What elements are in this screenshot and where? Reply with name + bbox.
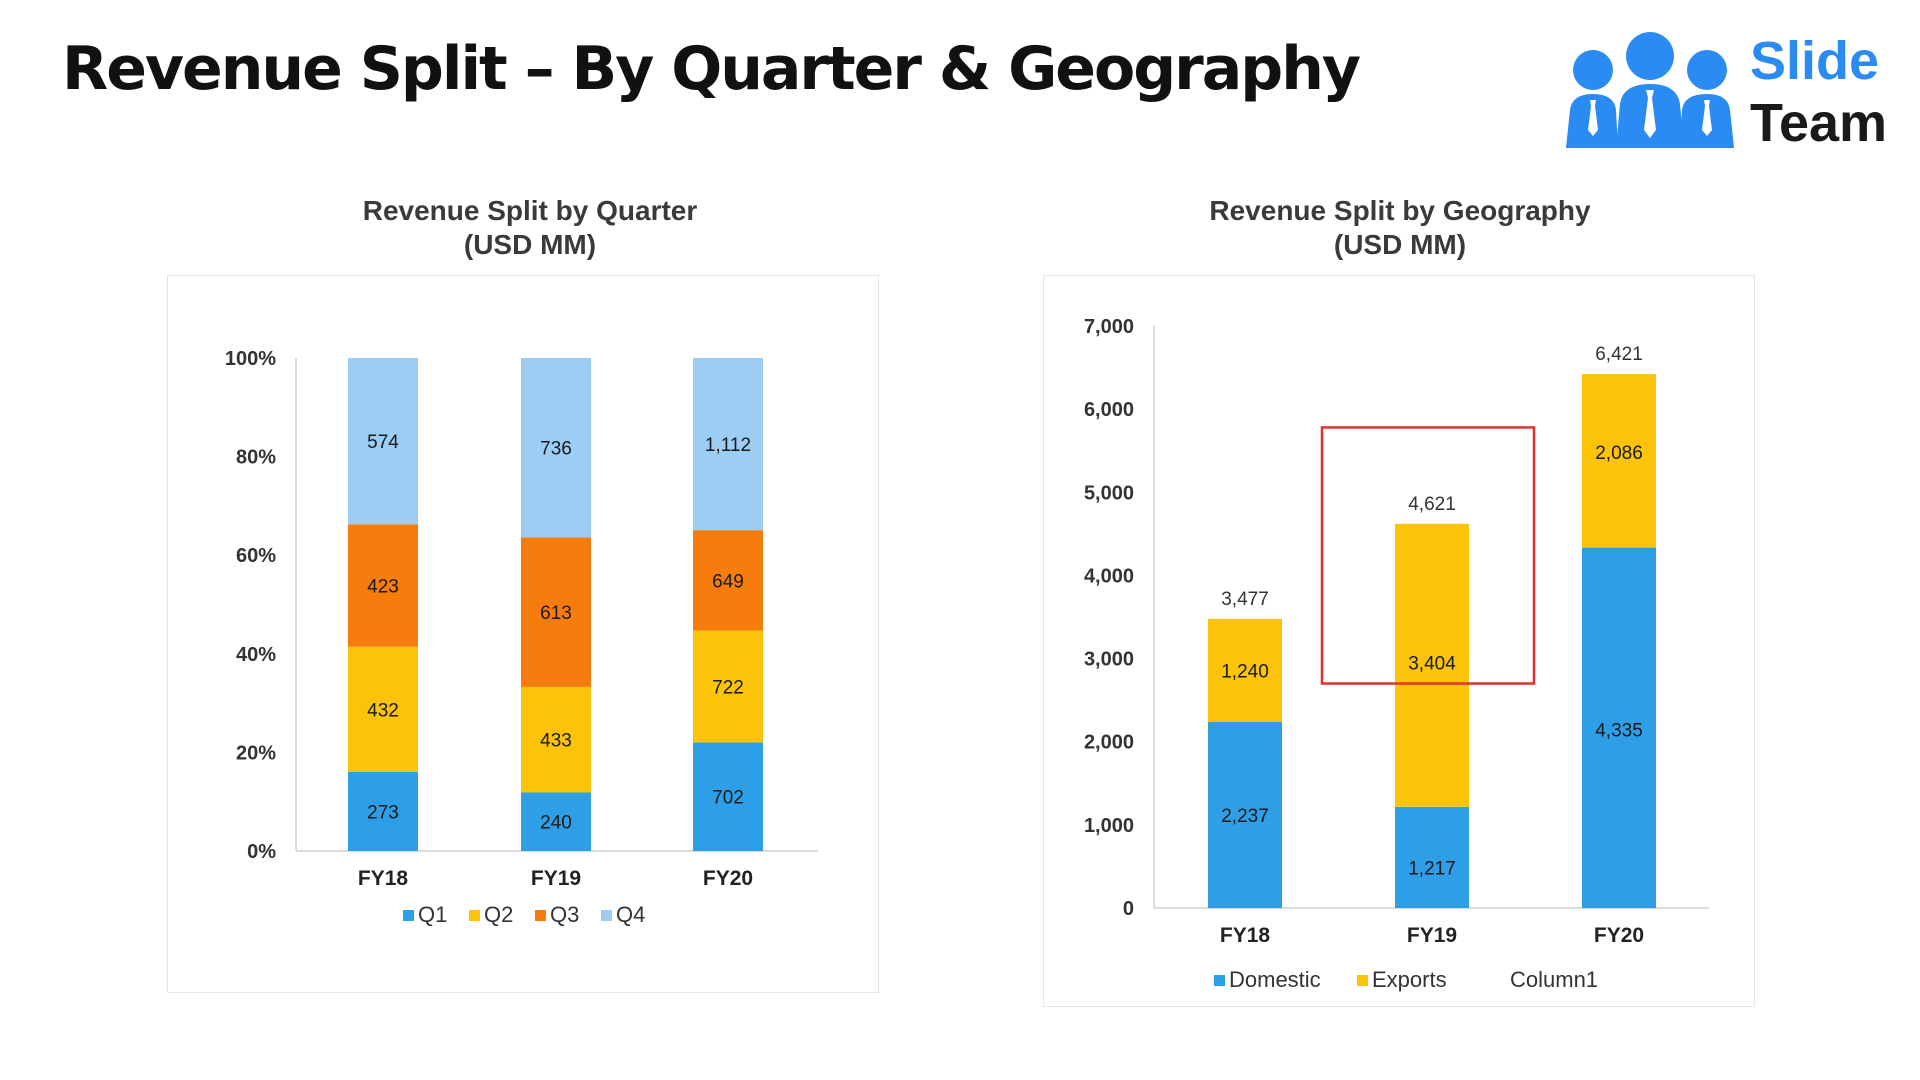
geography-legend-swatch-exports xyxy=(1357,975,1368,986)
quarter-data-label: 649 xyxy=(712,571,744,592)
quarter-legend-label: Q1 xyxy=(418,902,447,927)
quarter-data-label: 736 xyxy=(540,439,572,460)
geography-data-label: 2,086 xyxy=(1595,443,1643,464)
geography-x-tick-label: FY20 xyxy=(1594,924,1644,947)
quarter-chart-panel: 0% 20% 40% 60% 80% 100% 273 432 423 574 FY18 240 433… xyxy=(167,275,879,993)
quarter-y-tick-label: 60% xyxy=(236,545,276,567)
quarter-legend-swatch-q3 xyxy=(535,910,546,921)
quarter-bar-fy19-q2 xyxy=(521,686,591,793)
quarter-y-tick-label: 20% xyxy=(236,742,276,764)
quarter-chart-title-line2: (USD MM) xyxy=(463,229,597,260)
geography-y-tick-label: 0 xyxy=(1123,898,1134,920)
quarter-y-tick-label: 0% xyxy=(247,841,276,863)
quarter-bar-fy19-q4 xyxy=(521,358,591,538)
quarter-data-label: 423 xyxy=(367,577,399,598)
geography-y-tick-label: 3,000 xyxy=(1084,649,1134,671)
quarter-legend-swatch-q4 xyxy=(601,910,612,921)
geography-bar-fy20-domestic xyxy=(1582,547,1656,908)
geography-data-label: 4,335 xyxy=(1595,721,1643,742)
geography-x-tick-label: FY19 xyxy=(1407,924,1457,947)
quarter-y-tick-label: 80% xyxy=(236,447,276,469)
quarter-bar-fy20-q4 xyxy=(693,358,763,531)
geography-total-label: 4,621 xyxy=(1408,494,1456,515)
geography-y-tick-label: 7,000 xyxy=(1084,316,1134,338)
quarter-bar-fy19-q1 xyxy=(521,792,591,851)
geography-chart: 0 1,000 2,000 3,000 4,000 5,000 6,000 7,000 FY18… xyxy=(1084,316,1709,992)
quarter-x-tick-label: FY19 xyxy=(531,867,581,890)
quarter-bar-fy18-q2 xyxy=(348,646,418,772)
quarter-bar-fy18-q4 xyxy=(348,358,418,525)
geography-legend-label: Domestic xyxy=(1229,967,1321,992)
quarter-y-tick-label: 40% xyxy=(236,644,276,666)
geography-data-label: 1,240 xyxy=(1221,661,1269,682)
quarter-bar-fy20-q1 xyxy=(693,742,763,851)
slideteam-logo: Slide Team xyxy=(1560,26,1900,156)
quarter-chart-title: Revenue Split by Quarter (USD MM) xyxy=(280,194,780,262)
geography-legend-swatch-domestic xyxy=(1214,975,1225,986)
quarter-legend-label: Q4 xyxy=(616,902,645,927)
geography-total-label: 6,421 xyxy=(1595,344,1643,365)
quarter-legend-label: Q3 xyxy=(550,902,579,927)
geography-data-label: 1,217 xyxy=(1408,859,1456,880)
geography-bar-fy19-domestic xyxy=(1395,806,1469,908)
quarter-bar-fy18-q3 xyxy=(348,524,418,647)
geography-total-label: 3,477 xyxy=(1221,589,1269,610)
geography-bar-fy20-exports xyxy=(1582,374,1656,548)
geography-data-label: 2,237 xyxy=(1221,806,1269,827)
quarter-chart-title-line1: Revenue Split by Quarter xyxy=(362,195,698,226)
geography-chart-panel: 0 1,000 2,000 3,000 4,000 5,000 6,000 7,000 FY18… xyxy=(1043,275,1755,1007)
geography-y-tick-label: 5,000 xyxy=(1084,482,1134,504)
quarter-y-tick-label: 100% xyxy=(225,348,276,370)
quarter-data-label: 613 xyxy=(540,603,572,624)
quarter-data-label: 702 xyxy=(712,788,744,809)
quarter-data-label: 433 xyxy=(540,731,572,752)
geography-x-tick-label: FY18 xyxy=(1220,924,1271,947)
geography-bar-fy19-exports xyxy=(1395,523,1469,807)
team-people-icon xyxy=(1566,32,1734,148)
geography-y-tick-label: 6,000 xyxy=(1084,399,1134,421)
geography-chart-title-line1: Revenue Split by Geography xyxy=(1209,195,1591,226)
quarter-bar-fy20-q2 xyxy=(693,630,763,743)
geography-legend-label: Exports xyxy=(1372,967,1447,992)
geography-highlight-box xyxy=(1320,426,1536,685)
logo-word-team: Team xyxy=(1750,93,1888,153)
geography-chart-title: Revenue Split by Geography (USD MM) xyxy=(1150,194,1650,262)
geography-y-tick-label: 2,000 xyxy=(1084,732,1134,754)
geography-legend-label: Column1 xyxy=(1510,967,1598,992)
quarter-bar-fy19-q3 xyxy=(521,537,591,687)
quarter-bar-fy20-q3 xyxy=(693,530,763,631)
quarter-legend-swatch-q2 xyxy=(469,910,480,921)
quarter-data-label: 432 xyxy=(367,700,399,721)
quarter-data-label: 574 xyxy=(367,432,399,453)
quarter-data-label: 722 xyxy=(712,677,744,698)
quarter-data-label: 240 xyxy=(540,813,572,834)
quarter-legend-label: Q2 xyxy=(484,902,513,927)
page-title: Revenue Split – By Quarter & Geography xyxy=(62,34,1361,104)
geography-chart-title-line2: (USD MM) xyxy=(1333,229,1467,260)
quarter-x-tick-label: FY20 xyxy=(703,867,753,890)
geography-y-tick-label: 1,000 xyxy=(1084,815,1134,837)
quarter-x-tick-label: FY18 xyxy=(358,867,409,890)
quarter-chart: 0% 20% 40% 60% 80% 100% 273 432 423 574 FY18 240 433… xyxy=(225,348,818,927)
geography-bar-fy18-exports xyxy=(1208,618,1282,723)
quarter-legend-swatch-q1 xyxy=(403,910,414,921)
quarter-data-label: 1,112 xyxy=(705,435,751,456)
logo-word-slide: Slide xyxy=(1750,31,1880,91)
quarter-bar-fy18-q1 xyxy=(348,771,418,851)
geography-data-label: 3,404 xyxy=(1408,654,1456,675)
quarter-data-label: 273 xyxy=(367,802,399,823)
geography-y-tick-label: 4,000 xyxy=(1084,565,1134,587)
geography-bar-fy18-domestic xyxy=(1208,722,1282,908)
